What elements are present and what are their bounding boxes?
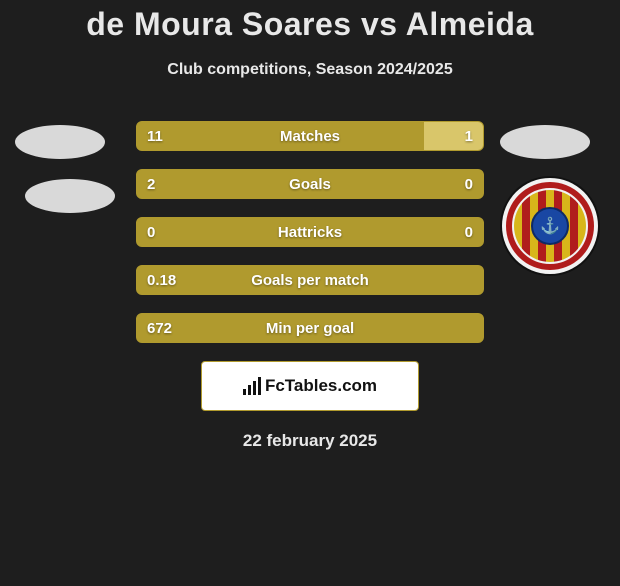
badge-shield-icon: ⚓ [531,207,569,245]
fctables-watermark: FcTables.com [201,361,419,411]
player1-avatar-2 [25,179,115,213]
player1-avatar-1 [15,125,105,159]
bar-value-right: 1 [465,122,473,150]
page-title: de Moura Soares vs Almeida [0,6,620,43]
bar-label: Matches [137,122,483,150]
stat-bar-hattricks: 0Hattricks0 [136,217,484,247]
bar-label: Min per goal [137,314,483,342]
bar-label: Goals per match [137,266,483,294]
snapshot-date: 22 february 2025 [0,431,620,451]
player2-avatar [500,125,590,159]
stat-bar-min-per-goal: 672Min per goal [136,313,484,343]
stat-bar-matches: 11Matches1 [136,121,484,151]
club-badge: ⚓ [502,178,598,274]
bar-chart-icon [243,377,261,395]
stat-bar-goals: 2Goals0 [136,169,484,199]
bar-value-right: 0 [465,170,473,198]
bar-label: Goals [137,170,483,198]
bar-value-right: 0 [465,218,473,246]
bar-label: Hattricks [137,218,483,246]
page-subtitle: Club competitions, Season 2024/2025 [0,61,620,79]
stat-bar-goals-per-match: 0.18Goals per match [136,265,484,295]
watermark-text: FcTables.com [265,376,377,396]
